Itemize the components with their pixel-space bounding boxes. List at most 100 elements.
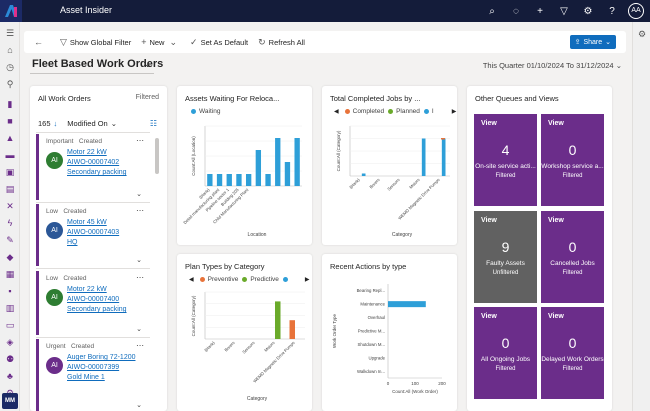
work-order-id-link[interactable]: AIWO-00007403 xyxy=(67,229,120,236)
help-icon[interactable]: ? xyxy=(609,5,615,17)
location-link[interactable]: Secondary packing xyxy=(67,169,127,176)
share-button[interactable]: ⇪ Share ⌄ xyxy=(569,35,616,49)
folder-icon[interactable]: ▤ xyxy=(5,184,15,194)
work-order-card[interactable]: Important Created ⋯ AI Motor 22 kW AIWO-0000… xyxy=(36,134,148,200)
more-options-icon[interactable]: ⋯ xyxy=(136,206,144,215)
asset-link[interactable]: Motor 22 kW xyxy=(67,149,107,156)
back-button[interactable]: ← xyxy=(34,37,46,47)
queue-tile[interactable]: View 0 Workshop service a... Filtered xyxy=(541,114,604,206)
work-order-card[interactable]: Urgent Created ⋯ AI Auger Boring 72-1200 AIW… xyxy=(36,339,148,411)
asset-link[interactable]: Motor 45 kW xyxy=(67,219,107,226)
queue-tile[interactable]: View 0 Delayed Work Orders Filtered xyxy=(541,307,604,399)
chevron-down-icon[interactable]: ⌄ xyxy=(136,257,142,264)
gear-icon[interactable]: ⚙ xyxy=(583,5,593,17)
location-link[interactable]: HQ xyxy=(67,239,78,246)
app-logo[interactable] xyxy=(0,0,22,22)
legend-item[interactable]: Predictive xyxy=(250,276,279,283)
queue-tile[interactable]: View 9 Faulty Assets Unfiltered xyxy=(474,211,537,303)
queue-tile[interactable]: View 4 On-site service acti... Filtered xyxy=(474,114,537,206)
legend-item[interactable]: I xyxy=(431,108,434,115)
people-icon[interactable]: ⚉ xyxy=(5,354,15,364)
filter-icon[interactable]: ▽ xyxy=(560,5,568,17)
avatar: AI xyxy=(46,152,63,169)
queue-tile[interactable]: View 0 Cancelled Jobs Filtered xyxy=(541,211,604,303)
wrench-icon[interactable]: ✎ xyxy=(6,235,14,245)
work-order-card[interactable]: Low Created ⋯ AI Motor 45 kW AIWO-00007403 HQ… xyxy=(36,204,148,266)
queue-tile[interactable]: View 0 All Ongoing Jobs Filtered xyxy=(474,307,537,399)
refresh-all-button[interactable]: ↻ Refresh All xyxy=(258,37,305,48)
asset-icon[interactable]: ■ xyxy=(7,116,13,126)
settings-rail-icon[interactable]: ⚙ xyxy=(637,29,647,39)
asset-link[interactable]: Motor 22 kW xyxy=(67,286,107,293)
period-selector[interactable]: This Quarter 01/10/2024 To 31/12/2024 ⌄ xyxy=(483,61,622,70)
location-link[interactable]: Gold Mine 1 xyxy=(67,374,105,381)
search-icon[interactable]: ⌕ xyxy=(489,5,495,17)
chevron-down-icon[interactable]: ⌄ xyxy=(110,119,117,128)
chevron-down-icon[interactable]: ⌄ xyxy=(136,402,142,409)
book-icon[interactable]: ▬ xyxy=(5,150,15,160)
tag-icon[interactable]: ◆ xyxy=(6,252,14,262)
work-order-id-link[interactable]: AIWO-00007402 xyxy=(67,159,120,166)
truck-icon[interactable]: ▣ xyxy=(5,167,15,177)
lightbulb-icon[interactable]: ◌ xyxy=(513,5,519,17)
legend-item[interactable]: Waiting xyxy=(199,108,221,115)
command-bar: ← ▽ Show Global Filter + New ⌄ ✓ Set As Defa… xyxy=(24,31,626,53)
bar-waiting xyxy=(236,174,242,186)
chart-title: Recent Actions by type xyxy=(330,262,407,271)
user-avatar[interactable]: AA xyxy=(628,3,644,19)
list-settings-icon[interactable]: ☷ xyxy=(149,119,157,128)
flash-icon[interactable]: ϟ xyxy=(7,218,13,228)
set-as-default-label: Set As Default xyxy=(200,37,249,47)
new-button[interactable]: + New ⌄ xyxy=(141,37,180,48)
legend-next-icon[interactable]: ▶ xyxy=(451,109,457,115)
sort-field[interactable]: Modified On xyxy=(67,119,108,128)
calendar-icon[interactable]: ▦ xyxy=(5,269,15,279)
list-scrollbar[interactable] xyxy=(155,138,159,174)
set-as-default-button[interactable]: ✓ Set As Default xyxy=(190,37,248,48)
pin-icon[interactable]: ⚲ xyxy=(6,79,14,89)
x-tick-label: Sensors xyxy=(386,177,400,191)
hamburger-icon[interactable]: ☰ xyxy=(5,28,15,38)
org-icon[interactable]: ♣ xyxy=(7,371,13,381)
legend-swatch xyxy=(242,277,248,282)
more-options-icon[interactable]: ⋯ xyxy=(136,341,144,350)
dashboard-icon[interactable]: ▮ xyxy=(7,99,13,109)
chevron-down-icon[interactable]: ⌄ xyxy=(136,326,142,333)
chevron-down-icon[interactable]: ⌄ xyxy=(136,191,142,198)
legend-prev-icon[interactable]: ◀ xyxy=(189,277,194,283)
sort-direction-icon[interactable]: ↓ xyxy=(53,119,58,128)
more-options-icon[interactable]: ⋯ xyxy=(136,136,144,145)
area-switcher[interactable]: MM xyxy=(2,393,18,409)
box-icon[interactable]: ▪ xyxy=(8,286,12,296)
legend-item[interactable]: Completed xyxy=(352,108,385,115)
layers-icon[interactable]: ◈ xyxy=(6,337,14,347)
completed-chart-panel: Total Completed Jobs by ... ◀ Completed … xyxy=(322,86,457,245)
tile-label: Delayed Work Orders xyxy=(541,356,604,363)
legend-next-icon[interactable]: ▶ xyxy=(304,277,310,283)
asset-link[interactable]: Auger Boring 72-1200 xyxy=(67,354,136,361)
y-axis-title: Count:All (Location) xyxy=(191,136,196,176)
show-global-filter-label: Show Global Filter xyxy=(69,37,132,47)
legend-item[interactable]: Planned xyxy=(396,108,420,115)
recent-icon[interactable]: ◷ xyxy=(6,62,14,72)
chevron-down-icon[interactable]: ⌄ xyxy=(144,59,152,69)
work-order-id-link[interactable]: AIWO-00007400 xyxy=(67,296,120,303)
y-tick-label: Maintenance xyxy=(360,302,385,307)
work-order-card[interactable]: Low Created ⋯ AI Motor 22 kW AIWO-00007400 Se… xyxy=(36,271,148,335)
report-icon[interactable]: ▥ xyxy=(5,303,15,313)
home-icon[interactable]: ⌂ xyxy=(7,45,13,55)
card-icon[interactable]: ▭ xyxy=(5,320,15,330)
bar-waiting xyxy=(275,138,281,186)
more-options-icon[interactable]: ⋯ xyxy=(136,273,144,282)
legend-prev-icon[interactable]: ◀ xyxy=(334,109,339,115)
plus-icon[interactable]: + xyxy=(537,5,543,17)
show-global-filter-button[interactable]: ▽ Show Global Filter xyxy=(60,37,131,48)
location-link[interactable]: Secondary packing xyxy=(67,306,127,313)
shuffle-icon[interactable]: ✕ xyxy=(6,201,14,211)
work-order-id-link[interactable]: AIWO-00007399 xyxy=(67,364,120,371)
y-tick-label: Overhaul xyxy=(368,315,385,320)
legend-item[interactable]: Preventive xyxy=(207,276,239,283)
warning-icon[interactable]: ▲ xyxy=(5,133,15,143)
dashboard-title[interactable]: Fleet Based Work Orders xyxy=(32,58,164,70)
x-tick-label: 200 xyxy=(438,381,446,386)
